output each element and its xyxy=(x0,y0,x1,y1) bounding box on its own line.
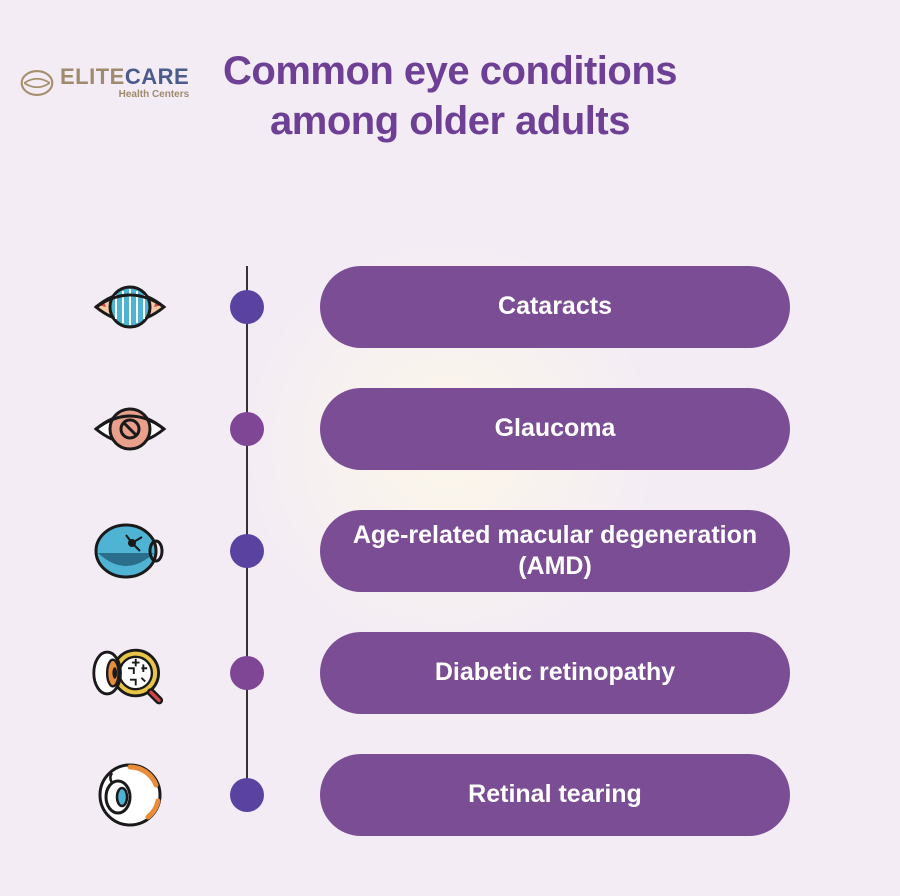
timeline-dot xyxy=(230,534,264,568)
timeline-dot xyxy=(230,412,264,446)
logo-brand-elite: ELITE xyxy=(60,64,125,89)
condition-label: Diabetic retinopathy xyxy=(435,657,675,688)
logo-brand-care: CARE xyxy=(125,64,189,89)
logo: ELITECARE Health Centers xyxy=(20,66,189,100)
condition-pill: Glaucoma xyxy=(320,388,790,470)
timeline-dot xyxy=(230,290,264,324)
condition-label: Cataracts xyxy=(498,291,612,322)
title-line-1: Common eye conditions xyxy=(223,49,677,93)
logo-subtitle: Health Centers xyxy=(60,90,189,100)
glaucoma-icon xyxy=(90,394,170,464)
condition-item-tearing: Retinal tearing xyxy=(90,734,790,856)
condition-label: Glaucoma xyxy=(495,413,616,444)
tearing-icon xyxy=(90,760,170,830)
infographic-content: Cataracts Glaucoma xyxy=(90,246,790,856)
logo-text: ELITECARE Health Centers xyxy=(60,66,189,100)
condition-pill: Diabetic retinopathy xyxy=(320,632,790,714)
condition-label: Age-related macular degeneration (AMD) xyxy=(350,520,760,583)
condition-label: Retinal tearing xyxy=(468,779,642,810)
condition-pill: Retinal tearing xyxy=(320,754,790,836)
condition-item-retinopathy: Diabetic retinopathy xyxy=(90,612,790,734)
logo-brand: ELITECARE xyxy=(60,66,189,88)
retinopathy-icon xyxy=(90,638,170,708)
logo-mark-icon xyxy=(20,66,54,100)
timeline-dot xyxy=(230,778,264,812)
cataracts-icon xyxy=(90,272,170,342)
condition-item-cataracts: Cataracts xyxy=(90,246,790,368)
timeline-dot xyxy=(230,656,264,690)
title-line-2: among older adults xyxy=(270,99,630,143)
condition-pill: Cataracts xyxy=(320,266,790,348)
condition-item-glaucoma: Glaucoma xyxy=(90,368,790,490)
condition-pill: Age-related macular degeneration (AMD) xyxy=(320,510,790,592)
amd-icon xyxy=(90,516,170,586)
condition-item-amd: Age-related macular degeneration (AMD) xyxy=(90,490,790,612)
